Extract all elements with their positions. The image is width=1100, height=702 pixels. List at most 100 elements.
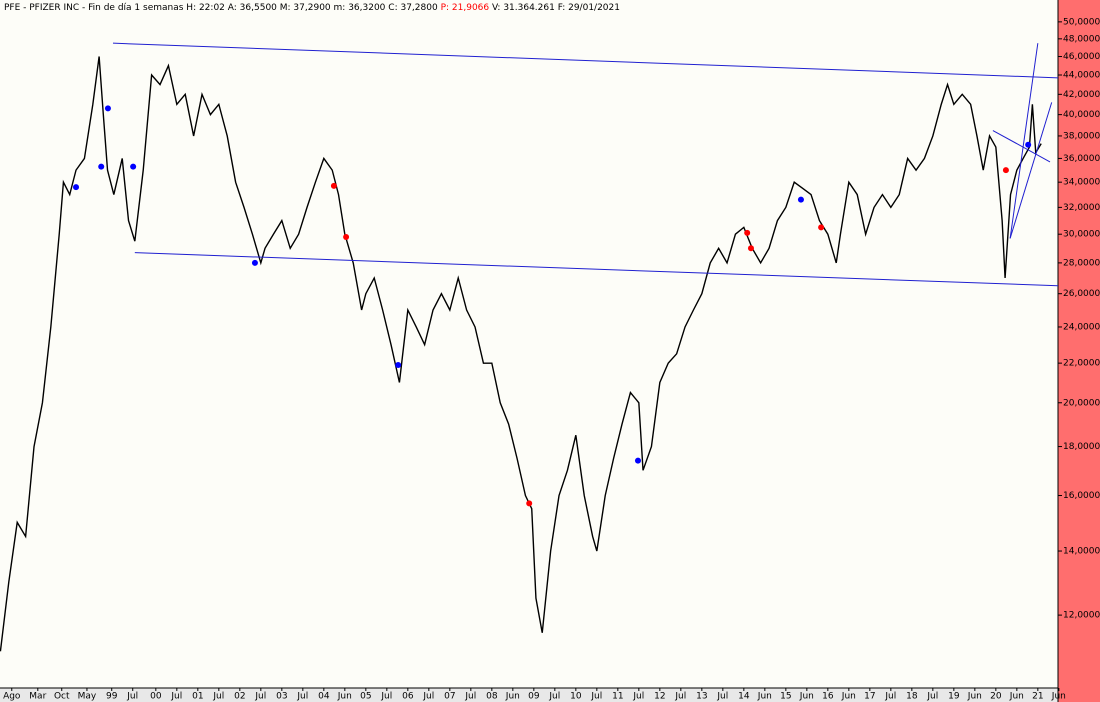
x-tick-label: Jul (884, 692, 896, 702)
x-tick-label: 07 (444, 692, 455, 702)
y-tick-label: 18,0000 (1063, 442, 1100, 452)
y-tick-label: 22,0000 (1063, 359, 1100, 369)
y-tick-label: 14,0000 (1063, 547, 1100, 557)
x-tick-label: 20 (990, 692, 1002, 702)
x-tick-label: Jul (254, 692, 266, 702)
header-p: P: 21,9066 (441, 3, 490, 13)
x-tick-label: Jul (212, 692, 224, 702)
trendline (1009, 102, 1053, 239)
x-tick-label: Jun (1051, 692, 1066, 702)
y-tick-label: 46,0000 (1063, 52, 1100, 62)
x-tick-label: 11 (612, 692, 623, 702)
y-tick-label: 32,0000 (1063, 203, 1100, 213)
x-tick-label: 19 (948, 692, 960, 702)
header-ticker: PFE - PFIZER INC - Fin de día 1 semanas (4, 3, 184, 13)
x-tick-label: Ago (3, 692, 21, 702)
signal-dot (1025, 141, 1032, 148)
trendline (134, 252, 1059, 287)
x-tick-label: Jul (422, 692, 434, 702)
y-tick-label: 42,0000 (1063, 90, 1100, 100)
y-axis-background (1058, 0, 1100, 702)
signal-dot (251, 259, 258, 266)
x-tick-label: 12 (654, 692, 665, 702)
signal-dot (104, 105, 111, 112)
signal-dot (744, 229, 751, 236)
x-tick-label: 09 (528, 692, 540, 702)
signal-dot (526, 500, 533, 507)
x-tick-label: Jul (716, 692, 728, 702)
y-tick-label: 38,0000 (1063, 131, 1100, 141)
x-tick-label: Jul (674, 692, 686, 702)
x-tick-label: 02 (234, 692, 245, 702)
y-tick-label: 44,0000 (1063, 71, 1100, 81)
x-axis-background (0, 688, 1058, 702)
signal-dot (395, 362, 402, 369)
y-tick-label: 24,0000 (1063, 322, 1100, 332)
x-tick-label: 06 (402, 692, 414, 702)
header-hour: H: 22:02 (186, 3, 225, 13)
x-tick-label: Jul (170, 692, 182, 702)
y-tick-label: 28,0000 (1063, 258, 1100, 268)
x-tick-label: Jul (126, 692, 138, 702)
trendline (992, 130, 1051, 163)
x-tick-label: 21 (1032, 692, 1043, 702)
price-line (0, 56, 1042, 652)
x-tick-label: 05 (360, 692, 371, 702)
signal-dot (634, 457, 641, 464)
header-open: A: 36,5500 (228, 3, 277, 13)
y-tick-label: 36,0000 (1063, 154, 1100, 164)
x-tick-label: 14 (738, 692, 750, 702)
y-tick-label: 48,0000 (1063, 34, 1100, 44)
x-tick-label: Jun (799, 692, 814, 702)
header-volume: V: 31.364.261 (492, 3, 555, 13)
signal-dot (98, 163, 105, 170)
header-close: C: 37,2800 (388, 3, 438, 13)
x-tick-label: Jul (296, 692, 308, 702)
x-tick-label: Jul (590, 692, 602, 702)
y-tick-label: 16,0000 (1063, 491, 1100, 501)
header-date: F: 29/01/2021 (558, 3, 620, 13)
x-tick-label: 03 (276, 692, 287, 702)
y-tick-label: 30,0000 (1063, 230, 1100, 240)
x-tick-label: 01 (192, 692, 203, 702)
x-tick-label: 16 (822, 692, 834, 702)
header-high: M: 37,2900 (280, 3, 331, 13)
x-tick-label: Jul (548, 692, 560, 702)
signal-dot (343, 233, 350, 240)
x-tick-label: Jun (1009, 692, 1024, 702)
x-tick-label: 08 (486, 692, 498, 702)
x-tick-label: Jun (505, 692, 520, 702)
y-tick-label: 26,0000 (1063, 289, 1100, 299)
x-tick-label: 04 (318, 692, 330, 702)
x-tick-label: 13 (696, 692, 707, 702)
x-tick-label: Jun (841, 692, 856, 702)
x-tick-label: Jul (632, 692, 644, 702)
y-tick-label: 20,0000 (1063, 398, 1100, 408)
x-tick-label: 17 (864, 692, 875, 702)
x-tick-label: May (78, 692, 97, 702)
y-tick-label: 12,0000 (1063, 611, 1100, 621)
signal-dot (130, 163, 137, 170)
trendline (112, 42, 1059, 79)
x-tick-label: Mar (29, 692, 46, 702)
x-tick-label: Jun (337, 692, 352, 702)
y-tick-label: 40,0000 (1063, 110, 1100, 120)
x-tick-label: Jul (926, 692, 938, 702)
signal-dot (797, 196, 804, 203)
x-tick-label: Jun (967, 692, 982, 702)
y-tick-label: 50,0000 (1063, 17, 1100, 27)
x-tick-label: Jul (380, 692, 392, 702)
signal-dot (818, 224, 825, 231)
signal-dot (330, 182, 337, 189)
x-tick-label: 18 (906, 692, 918, 702)
x-tick-label: Jul (464, 692, 476, 702)
y-tick-label: 34,0000 (1063, 178, 1100, 188)
x-tick-label: 10 (570, 692, 582, 702)
header-low: m: 36,3200 (334, 3, 386, 13)
trendline (1009, 43, 1039, 239)
plot-background (0, 0, 1058, 688)
signal-dot (73, 184, 80, 191)
x-tick-label: 99 (106, 692, 118, 702)
x-tick-label: 00 (150, 692, 162, 702)
